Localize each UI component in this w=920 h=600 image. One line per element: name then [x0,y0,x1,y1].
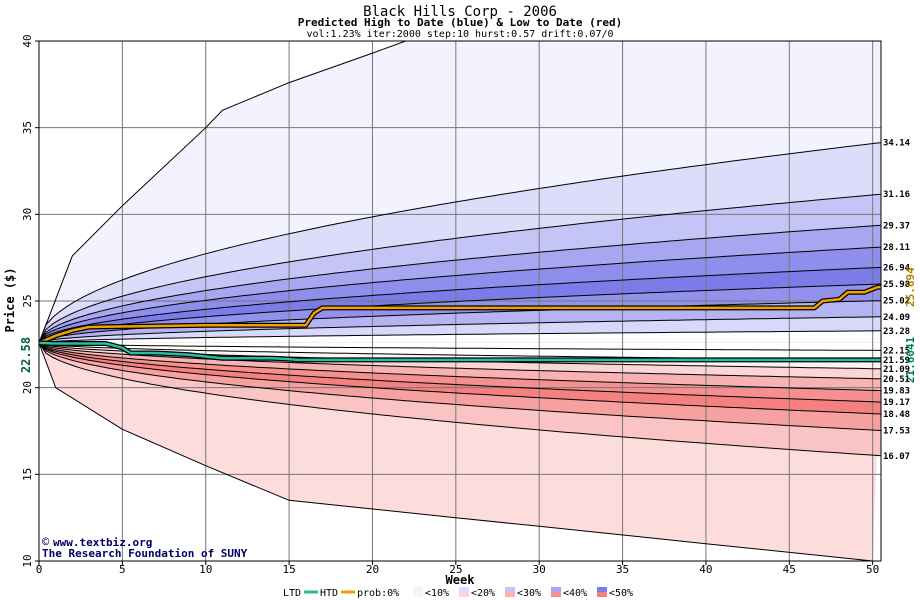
y-tick-label: 35 [21,121,34,134]
band-end-label: 29.37 [883,221,910,231]
y-tick-label: 25 [21,294,34,307]
contour-19.17 [39,342,881,403]
legend-prob-item: <50% [609,588,633,599]
band-end-label: 26.94 [883,263,911,273]
legend-htd-label: HTD [320,588,338,599]
envelope-upper [39,41,406,344]
start-price-label: 22.58 [19,337,33,373]
chart-params: vol:1.23% iter:2000 step:10 hurst:0.57 d… [306,29,613,40]
legend-swatch-red [505,592,515,597]
legend-swatch-blue [413,587,423,592]
x-tick-label: 20 [366,563,379,576]
y-tick-label: 40 [21,34,34,47]
band-end-label: 25.98 [883,280,910,290]
band-end-label: 16.07 [883,452,910,462]
band-end-label: 19.83 [883,387,910,397]
series-ltd-line [39,341,881,362]
watermark: © www.textbiz.org The Research Foundatio… [42,535,248,560]
legend-prob-item: <40% [563,588,587,599]
band-lower-21.59 [39,342,881,361]
band-end-label: 22.15 [883,346,910,356]
x-tick-label: 5 [119,563,126,576]
watermark-org: The Research Foundation of SUNY [42,547,248,560]
copyright-icon: © [42,535,50,549]
band-end-label: 18.48 [883,410,910,420]
contour-16.07 [39,342,881,457]
contour-24.09 [39,316,881,344]
contour-29.37 [39,224,881,344]
legend-prob-item: <30% [517,588,541,599]
legend-swatch-blue [459,587,469,592]
chart-subtitle: Predicted High to Date (blue) & Low to D… [298,16,623,29]
legend-swatch-blue [597,587,607,592]
band-end-label: 34.14 [883,139,911,149]
x-tick-label: 15 [282,563,295,576]
band-end-label: 19.17 [883,398,910,408]
band-end-label: 21.59 [883,356,910,366]
band-end-label: 17.53 [883,426,910,436]
contour-23.28 [39,330,881,344]
band-end-label: 23.28 [883,327,910,337]
contour-22.15 [39,342,881,351]
band-end-label: 20.51 [883,375,910,385]
band-end-label: 24.09 [883,313,910,323]
contour-34.14 [39,142,881,344]
band-end-label: 21.09 [883,365,910,375]
series-lines [39,284,881,363]
x-tick-label: 10 [199,563,212,576]
contour-28.11 [39,246,881,344]
legend-swatch-blue [551,587,561,592]
contour-18.48 [39,342,881,415]
contour-19.83 [39,342,881,392]
legend-prob-label: prob:0% [357,588,399,599]
y-tick-label: 15 [21,468,34,481]
legend-swatch-red [551,592,561,597]
band-contours [39,41,881,561]
x-tick-label: 30 [533,563,546,576]
envelope-lower [39,342,873,561]
series-end-label-ltd: 21.6041 [904,336,917,383]
band-end-labels: 34.14 31.16 29.37 28.11 26.94 25.98 25.02 24.09… [883,139,917,462]
y-tick-label: 10 [21,554,34,567]
contour-31.16 [39,193,881,344]
contour-17.53 [39,342,881,431]
legend-prob-item: <10% [425,588,449,599]
band-end-label: 28.11 [883,243,910,253]
contour-20.51 [39,342,881,380]
contour-26.94 [39,266,881,344]
x-tick-label: 0 [36,563,43,576]
legend-swatch-red [597,592,607,597]
x-tick-label: 40 [699,563,712,576]
watermark-url: www.textbiz.org [53,536,152,549]
band-end-label: 25.02 [883,297,910,307]
x-tick-label: 50 [866,563,879,576]
axes: 0 5 10 15 20 25 30 35 40 45 50 10 15 20 25 30 35 40 [21,34,882,576]
x-tick-label: 35 [616,563,629,576]
legend-swatch-red [413,592,423,597]
legend-prob-item: <20% [471,588,495,599]
chart-title: Black Hills Corp - 2006 [363,4,557,20]
contour-25.98 [39,283,881,344]
y-tick-label: 30 [21,208,34,221]
band-upper-23.28 [39,330,881,343]
legend-swatch-red [459,592,469,597]
series-end-label-htd: 25.694 [904,267,917,307]
x-tick-label: 45 [783,563,796,576]
y-axis-label: Price ($) [3,267,17,332]
x-tick-label: 25 [449,563,462,576]
y-tick-label: 20 [21,381,34,394]
legend-ltd-label: LTD [283,588,301,599]
x-axis-label: Week [446,573,476,587]
legend-swatch-blue [505,587,515,592]
legend: LTD HTD prob:0% <10% <20% <30% <40% <50% [283,587,633,599]
band-end-label: 31.16 [883,190,910,200]
series-htd-line [39,285,881,345]
